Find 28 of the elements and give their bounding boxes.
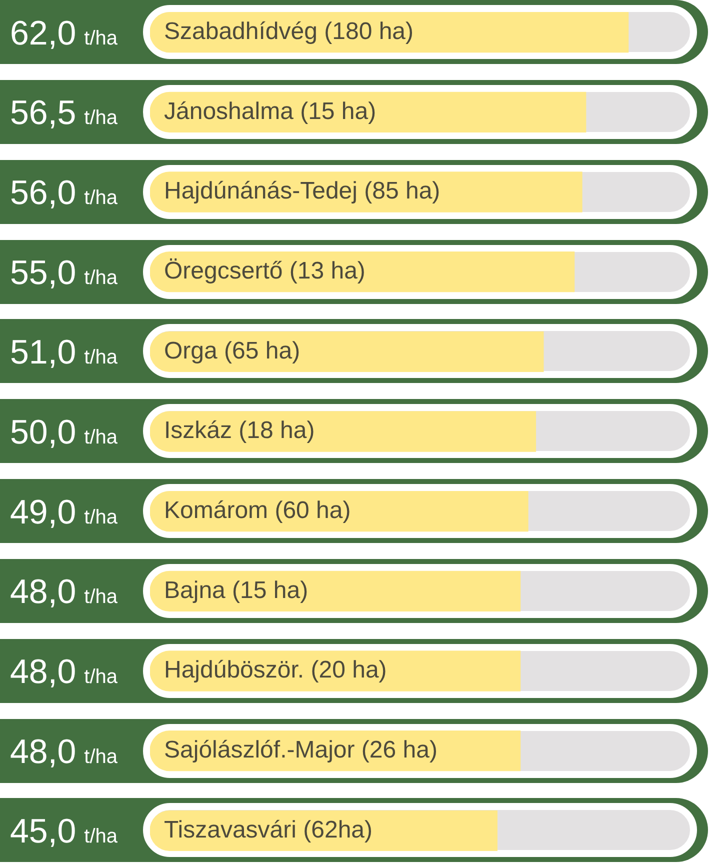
- y-tick-label: Tiszavasvári (62ha): [164, 816, 373, 843]
- y-tick-label: Jánoshalma (15 ha): [164, 97, 376, 124]
- bar: [150, 490, 528, 532]
- bar: [150, 810, 498, 851]
- data-label: 49,0 t/ha: [10, 493, 118, 532]
- data-label: 48,0 t/ha: [10, 732, 118, 771]
- bar: [150, 410, 536, 452]
- data-label: 45,0 t/ha: [10, 812, 118, 850]
- y-tick-label: Hajdúnánás-Tedej (85 ha): [164, 177, 440, 204]
- data-label: 48,0 t/ha: [10, 652, 118, 691]
- y-tick-label: Sajólászlóf.-Major (26 ha): [164, 736, 438, 764]
- data-label: 62,0 t/ha: [10, 14, 118, 52]
- y-tick-label: Komárom (60 ha): [164, 496, 351, 524]
- data-label: 56,0 t/ha: [10, 174, 118, 212]
- y-tick-label: Öregcsertő (13 ha): [164, 257, 366, 284]
- y-tick-label: Hajdúböször. (20 ha): [164, 656, 387, 684]
- y-tick-label: Orga (65 ha): [164, 336, 300, 364]
- data-label: 55,0 t/ha: [10, 254, 118, 292]
- data-label: 56,5 t/ha: [10, 94, 118, 132]
- y-tick-label: Iszkáz (18 ha): [164, 416, 315, 444]
- y-tick-label: Szabadhídvég (180 ha): [164, 18, 414, 45]
- data-label: 48,0 t/ha: [10, 572, 118, 611]
- bar: [150, 251, 575, 292]
- data-label: 51,0 t/ha: [10, 333, 118, 372]
- bar: [150, 331, 544, 372]
- data-label: 50,0 t/ha: [10, 413, 118, 452]
- y-tick-label: Bajna (15 ha): [164, 576, 308, 604]
- bar: [150, 570, 521, 612]
